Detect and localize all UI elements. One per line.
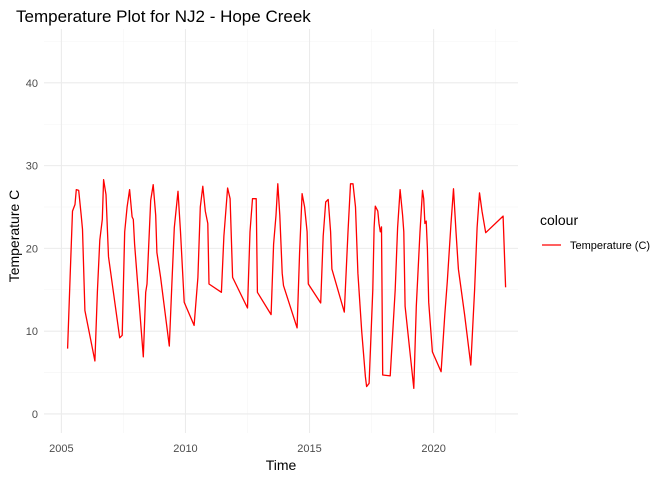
x-tick-label: 2015 <box>297 443 321 455</box>
chart-title: Temperature Plot for NJ2 - Hope Creek <box>16 7 311 26</box>
y-tick-label: 0 <box>32 409 38 421</box>
x-tick-label: 2005 <box>49 443 73 455</box>
x-axis-title: Time <box>266 457 297 473</box>
legend: colour Temperature (C) <box>540 212 650 252</box>
y-tick-label: 40 <box>26 78 38 90</box>
y-tick-label: 20 <box>26 243 38 255</box>
grid-lines <box>44 29 518 433</box>
y-axis-title: Temperature C <box>6 190 22 283</box>
series-layer <box>66 179 507 389</box>
legend-label: Temperature (C) <box>570 240 650 252</box>
legend-title: colour <box>540 212 578 228</box>
x-tick-label: 2010 <box>173 443 197 455</box>
y-tick-label: 30 <box>26 161 38 173</box>
x-tick-label: 2020 <box>421 443 445 455</box>
y-tick-label: 10 <box>26 326 38 338</box>
y-axis-tick-labels: 0 10 20 30 40 <box>26 78 38 421</box>
x-axis-tick-labels: 2005 2010 2015 2020 <box>49 443 446 455</box>
temperature-series-line <box>66 179 507 389</box>
